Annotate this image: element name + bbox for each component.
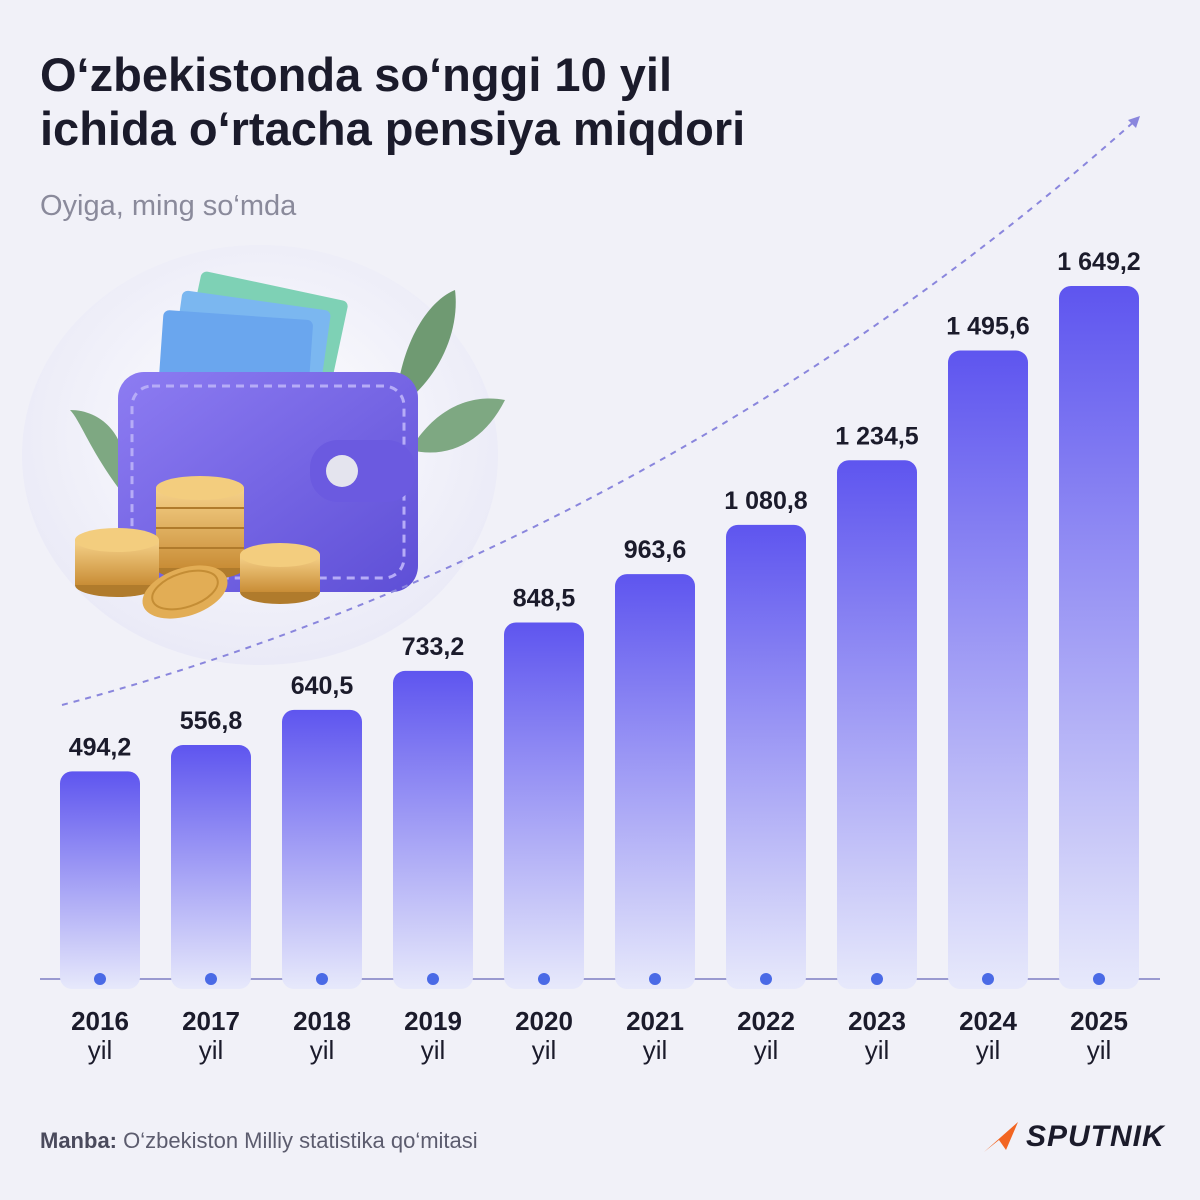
x-tick-unit: yil	[199, 1035, 224, 1065]
subtitle: Oyiga, ming so‘mda	[40, 190, 297, 222]
axis-tick-dot	[982, 973, 994, 985]
axis-tick-dot	[427, 973, 439, 985]
bar-value-label: 1 080,8	[724, 487, 808, 515]
bar-value-label: 1 649,2	[1057, 248, 1140, 276]
bar-value-label: 848,5	[513, 584, 576, 612]
axis-tick-dot	[205, 973, 217, 985]
axis-tick-dot	[316, 973, 328, 985]
bar-value-label: 640,5	[291, 672, 354, 700]
brand-logo: SPUTNIK	[982, 1120, 1165, 1154]
bar-value-label: 556,8	[180, 707, 243, 735]
bar-value-label: 494,2	[69, 733, 132, 761]
x-tick-label: 2022	[737, 1006, 795, 1036]
x-tick-label: 2018	[293, 1006, 351, 1036]
x-tick-unit: yil	[88, 1035, 113, 1065]
bars-group: 494,22016yil556,82017yil640,52018yil733,…	[60, 248, 1141, 1065]
axis-tick-dot	[871, 973, 883, 985]
bar-value-label: 963,6	[624, 536, 687, 564]
source-label: Manba:	[40, 1128, 117, 1153]
x-tick-label: 2021	[626, 1006, 684, 1036]
x-tick-unit: yil	[421, 1035, 446, 1065]
x-tick-unit: yil	[976, 1035, 1001, 1065]
axis-tick-dot	[538, 973, 550, 985]
bar-2023	[837, 460, 917, 989]
page-title: O‘zbekistonda so‘nggi 10 yil ichida o‘rt…	[40, 48, 940, 156]
x-tick-label: 2023	[848, 1006, 906, 1036]
bar-2017	[171, 745, 251, 989]
x-tick-label: 2020	[515, 1006, 573, 1036]
bar-2021	[615, 574, 695, 989]
brand-name: SPUTNIK	[1026, 1120, 1165, 1153]
wallet-with-coins-icon	[22, 245, 505, 665]
sputnik-arrow-icon	[984, 1122, 1018, 1152]
source-text: O‘zbekiston Milliy statistika qo‘mitasi	[123, 1128, 478, 1153]
source-note: Manba: O‘zbekiston Milliy statistika qo‘…	[40, 1128, 478, 1154]
trend-arrowhead-icon	[1128, 116, 1140, 128]
bar-2018	[282, 709, 362, 989]
bar-2025	[1059, 286, 1139, 989]
x-tick-label: 2017	[182, 1006, 240, 1036]
x-tick-label: 2019	[404, 1006, 462, 1036]
bar-2016	[60, 771, 140, 989]
axis-tick-dot	[94, 973, 106, 985]
bar-2020	[504, 622, 584, 989]
bar-value-label: 1 234,5	[835, 422, 919, 450]
x-tick-unit: yil	[310, 1035, 335, 1065]
bar-2024	[948, 350, 1028, 989]
x-tick-unit: yil	[643, 1035, 668, 1065]
title-line-2: ichida o‘rtacha pensiya miqdori	[40, 102, 746, 155]
axis-tick-dot	[760, 973, 772, 985]
bar-value-label: 733,2	[402, 633, 465, 661]
axis-tick-dot	[649, 973, 661, 985]
x-tick-unit: yil	[1087, 1035, 1112, 1065]
x-tick-unit: yil	[754, 1035, 779, 1065]
bar-value-label: 1 495,6	[946, 313, 1029, 341]
bar-2022	[726, 524, 806, 989]
x-tick-unit: yil	[865, 1035, 890, 1065]
axis-tick-dot	[1093, 973, 1105, 985]
x-tick-label: 2025	[1070, 1006, 1128, 1036]
x-tick-label: 2016	[71, 1006, 129, 1036]
x-tick-unit: yil	[532, 1035, 557, 1065]
title-line-1: O‘zbekistonda so‘nggi 10 yil	[40, 48, 673, 101]
x-tick-label: 2024	[959, 1006, 1017, 1036]
bar-2019	[393, 670, 473, 989]
